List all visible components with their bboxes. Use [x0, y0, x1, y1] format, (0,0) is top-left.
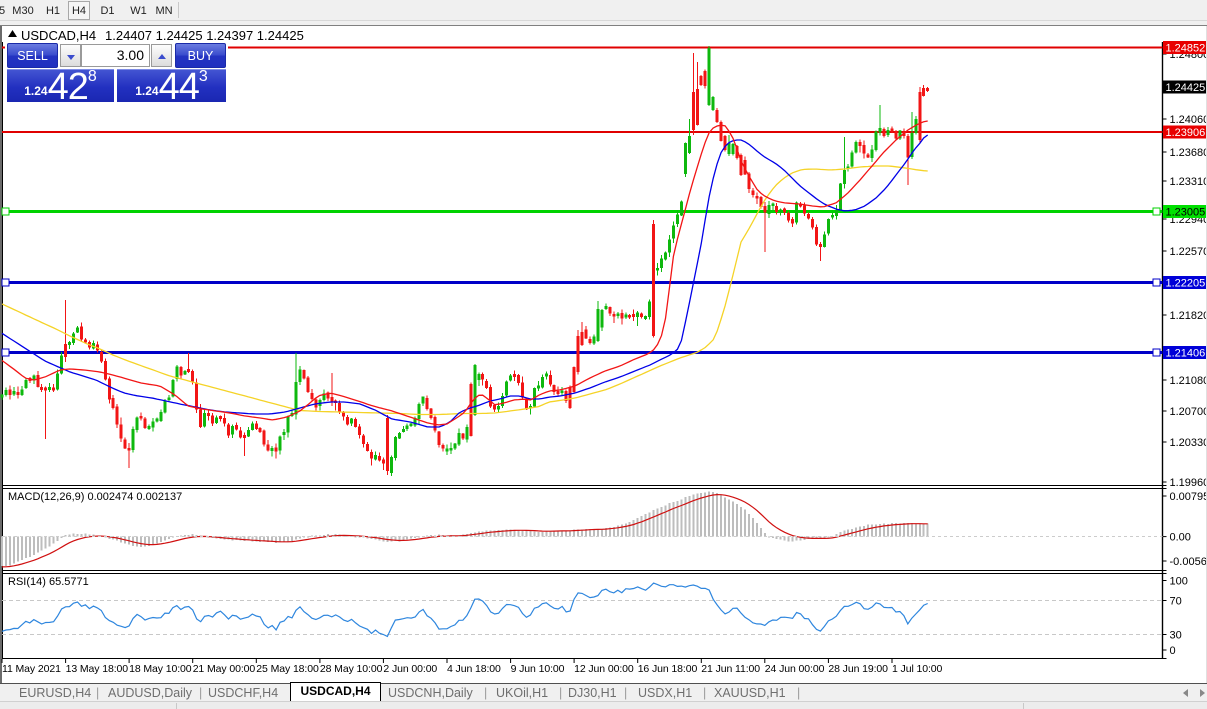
svg-text:M30: M30	[12, 5, 33, 17]
svg-text:4 Jun 18:00: 4 Jun 18:00	[447, 663, 501, 675]
svg-text:1.24852: 1.24852	[1166, 43, 1206, 55]
svg-text:0.00: 0.00	[1170, 532, 1191, 544]
svg-text:16 Jun 18:00: 16 Jun 18:00	[638, 663, 698, 675]
svg-text:18 May 10:00: 18 May 10:00	[129, 663, 192, 675]
svg-text:0: 0	[1170, 645, 1176, 657]
svg-text:2 Jun 00:00: 2 Jun 00:00	[383, 663, 437, 675]
svg-text:1.21406: 1.21406	[1166, 348, 1206, 360]
svg-text:70: 70	[1170, 596, 1182, 608]
svg-text:1.24060: 1.24060	[1170, 114, 1207, 126]
svg-text:28 May 10:00: 28 May 10:00	[320, 663, 383, 675]
svg-text:1.22205: 1.22205	[1166, 278, 1206, 290]
svg-text:MACD(12,26,9) 0.002474 0.00213: MACD(12,26,9) 0.002474 0.002137	[8, 491, 182, 503]
svg-text:21 May 00:00: 21 May 00:00	[193, 663, 256, 675]
svg-text:1.23906: 1.23906	[1166, 127, 1206, 139]
svg-text:H4: H4	[72, 5, 86, 17]
svg-text:1.20330: 1.20330	[1170, 437, 1207, 449]
svg-text:30: 30	[1170, 630, 1182, 642]
svg-text:25 May 18:00: 25 May 18:00	[256, 663, 319, 675]
svg-text:9 Jun 10:00: 9 Jun 10:00	[511, 663, 565, 675]
svg-text:21 Jun 11:00: 21 Jun 11:00	[701, 663, 760, 675]
svg-text:13 May 18:00: 13 May 18:00	[66, 663, 129, 675]
svg-text:1.22570: 1.22570	[1170, 246, 1207, 258]
svg-text:H1: H1	[46, 5, 60, 17]
svg-text:1.24407 1.24425 1.24397 1.2442: 1.24407 1.24425 1.24397 1.24425	[105, 28, 304, 43]
svg-text:W1: W1	[130, 5, 147, 17]
svg-text:MN: MN	[155, 5, 172, 17]
svg-text:1.23005: 1.23005	[1166, 207, 1206, 219]
svg-text:RSI(14) 65.5771: RSI(14) 65.5771	[8, 576, 89, 588]
svg-text:USDCAD,H4: USDCAD,H4	[21, 28, 96, 43]
svg-text:11 May 2021: 11 May 2021	[2, 663, 61, 675]
svg-text:D1: D1	[100, 5, 114, 17]
svg-text:0.007959: 0.007959	[1170, 491, 1207, 503]
svg-text:-0.005662: -0.005662	[1170, 556, 1207, 568]
svg-text:1.21080: 1.21080	[1170, 375, 1207, 387]
svg-text:1.19960: 1.19960	[1170, 477, 1207, 489]
svg-text:5: 5	[0, 5, 5, 17]
svg-text:1.24425: 1.24425	[1166, 82, 1206, 94]
svg-text:28 Jun 19:00: 28 Jun 19:00	[828, 663, 888, 675]
svg-text:1.20700: 1.20700	[1170, 406, 1207, 418]
svg-text:1.23680: 1.23680	[1170, 147, 1207, 159]
svg-text:1.21820: 1.21820	[1170, 310, 1207, 322]
svg-text:1 Jul 10:00: 1 Jul 10:00	[892, 663, 943, 675]
svg-text:24 Jun 00:00: 24 Jun 00:00	[765, 663, 825, 675]
svg-text:100: 100	[1170, 576, 1188, 588]
svg-text:1.23310: 1.23310	[1170, 176, 1207, 188]
svg-text:12 Jun 00:00: 12 Jun 00:00	[574, 663, 634, 675]
